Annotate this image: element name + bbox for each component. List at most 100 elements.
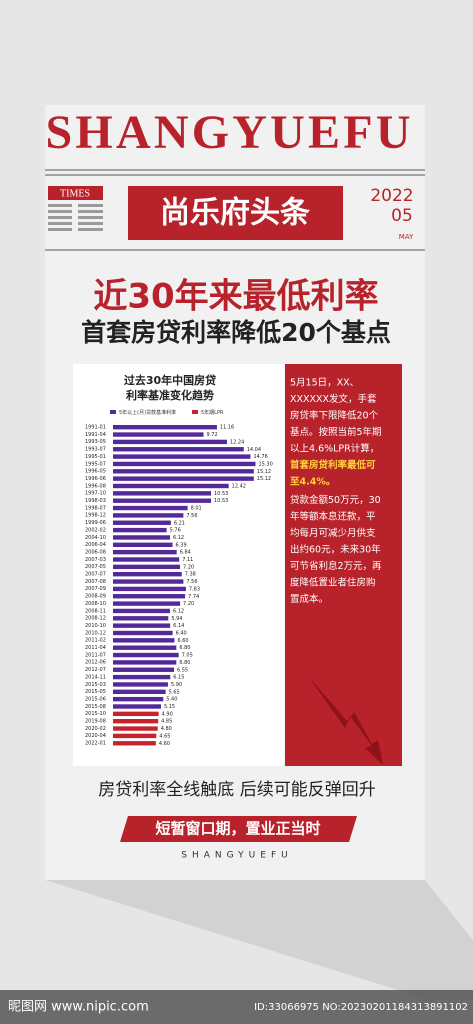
value-label: 7.05	[182, 653, 193, 659]
value-label: 7.74	[188, 594, 199, 600]
note-line: 首套房贷利率最低可	[290, 459, 376, 471]
bar	[113, 513, 184, 518]
bar	[113, 608, 170, 614]
bar	[113, 579, 184, 584]
category-label: 1993-05	[85, 439, 106, 445]
category-label: 1998-12	[85, 513, 106, 519]
value-label: 6.14	[173, 623, 184, 629]
value-label: 9.72	[207, 432, 218, 438]
bar	[113, 660, 177, 665]
bar	[113, 594, 186, 599]
bar	[113, 623, 171, 628]
headline: 近30年来最低利率	[93, 277, 378, 317]
bar	[113, 719, 159, 724]
watermark-bar	[0, 990, 473, 1024]
bar	[113, 704, 161, 709]
note-line: 可节省利息2万元，再	[290, 560, 382, 572]
value-label: 6.80	[179, 660, 190, 666]
category-label: 2007-09	[85, 586, 106, 592]
value-label: 7.38	[185, 572, 196, 578]
note-line: 贷款金额50万元，30	[290, 494, 381, 506]
bar	[113, 741, 156, 746]
category-label: 2019-08	[85, 719, 106, 725]
bar	[113, 520, 171, 525]
note-line: 置成本。	[290, 593, 328, 605]
category-label: 2012-07	[85, 667, 106, 673]
bar	[113, 638, 175, 643]
category-label: 2006-08	[85, 549, 106, 555]
category-label: 1995-01	[85, 454, 106, 460]
value-label: 6.12	[173, 535, 184, 541]
title: 尚乐府头条	[160, 196, 310, 231]
bar	[113, 733, 157, 739]
watermark-site: 昵图网 www.nipic.com	[8, 1000, 149, 1015]
bar	[113, 439, 227, 445]
note-line: 至4.4%。	[290, 477, 335, 488]
value-label: 5.65	[169, 689, 180, 695]
chart-title: 过去30年中国房贷	[124, 373, 216, 387]
bar	[113, 491, 212, 496]
banner-box	[120, 816, 357, 842]
value-label: 14.76	[253, 454, 267, 460]
bar	[113, 726, 158, 731]
value-label: 6.60	[177, 638, 188, 644]
category-label: 1993-07	[85, 447, 106, 453]
value-label: 5.94	[171, 616, 182, 622]
value-label: 4.80	[161, 726, 172, 732]
category-label: 1997-10	[85, 491, 106, 497]
note-line: 房贷率下限降低20个	[290, 410, 379, 422]
category-label: 2004-10	[85, 535, 106, 541]
slogan: 房贷利率全线触底 后续可能反弹回升	[98, 780, 375, 800]
bar	[113, 564, 181, 570]
category-label: 1996-08	[85, 483, 106, 489]
value-label: 6.21	[174, 520, 185, 526]
value-label: 15.12	[257, 469, 271, 475]
category-label: 2008-12	[85, 616, 106, 622]
value-label: 4.90	[162, 711, 173, 717]
category-label: 2007-07	[85, 572, 106, 578]
bar	[113, 447, 244, 452]
category-label: 1991-01	[85, 425, 106, 431]
bar	[113, 542, 173, 547]
note-line: 5月15日，XX、	[290, 378, 359, 389]
bar	[113, 527, 167, 533]
note-panel	[285, 364, 402, 766]
title-box	[128, 186, 343, 240]
badge-lines	[48, 204, 103, 231]
category-label: 1998-03	[85, 498, 106, 504]
bar	[113, 652, 179, 658]
bar	[113, 711, 159, 717]
footer-brand: SHANGYUEFU	[181, 851, 292, 861]
category-label: 2008-09	[85, 594, 106, 600]
value-label: 6.12	[173, 608, 184, 614]
note-line: 度降低置业者住房购	[290, 577, 376, 589]
value-label: 15.12	[257, 476, 271, 482]
bar	[113, 645, 177, 650]
category-label: 2002-02	[85, 527, 106, 533]
bar	[113, 616, 169, 621]
note-line: 基点。按照当前5年期	[290, 426, 382, 438]
value-label: 15.30	[258, 461, 272, 467]
value-label: 7.56	[186, 579, 197, 585]
category-label: 2008-11	[85, 608, 106, 614]
category-label: 2020-04	[85, 733, 106, 739]
category-label: 2010-12	[85, 630, 106, 636]
value-label: 14.04	[247, 447, 261, 453]
category-label: 2011-07	[85, 652, 106, 658]
bar	[113, 667, 174, 672]
bar	[113, 535, 170, 540]
category-label: 1991-04	[85, 432, 106, 438]
badge: TIMES	[60, 188, 90, 199]
legend-label: 5年以上(月)贷款基准利率	[119, 409, 176, 416]
value-label: 10.53	[214, 498, 228, 504]
value-label: 4.60	[159, 741, 170, 747]
value-label: 7.83	[189, 586, 200, 592]
shadow	[45, 880, 473, 1000]
subheadline: 首套房贷利率降低20个基点	[81, 318, 391, 347]
note-line: 年等额本息还款，平	[290, 511, 376, 523]
value-label: 4.85	[161, 719, 172, 725]
bar	[113, 572, 182, 577]
bar	[113, 461, 256, 467]
